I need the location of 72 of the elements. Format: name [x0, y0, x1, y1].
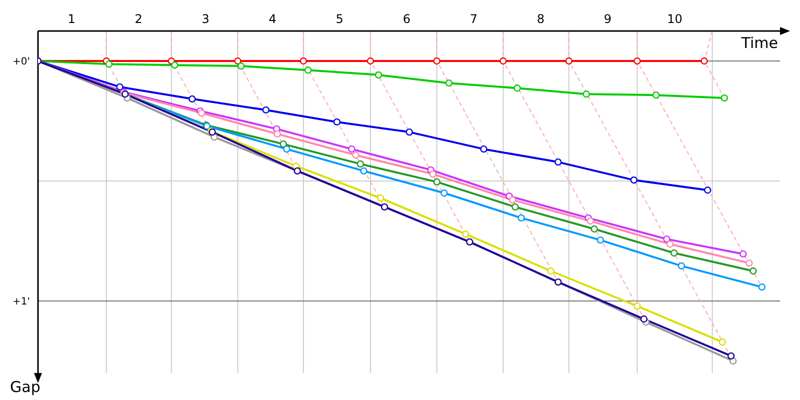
point	[663, 235, 670, 243]
point	[590, 225, 598, 233]
x-tick-label: 10	[667, 12, 682, 26]
point	[704, 186, 712, 194]
point	[740, 250, 747, 258]
point	[750, 267, 757, 275]
point	[333, 118, 341, 126]
point	[670, 249, 678, 257]
point	[280, 140, 287, 148]
point	[352, 151, 360, 159]
point	[237, 62, 245, 70]
point	[518, 214, 525, 222]
point	[348, 145, 356, 153]
point	[634, 57, 641, 65]
point	[406, 128, 413, 136]
point	[630, 176, 638, 184]
point	[727, 352, 735, 360]
point	[554, 158, 562, 166]
point	[678, 262, 686, 270]
point	[366, 57, 374, 65]
point	[514, 84, 521, 92]
point	[500, 57, 507, 65]
point	[652, 91, 660, 99]
x-tick-label: 6	[402, 12, 410, 26]
point	[462, 230, 470, 238]
x-tick-label: 7	[470, 12, 478, 26]
x-tick-label: 5	[336, 12, 344, 26]
point	[640, 315, 648, 323]
point	[547, 267, 554, 275]
point	[746, 259, 753, 267]
point	[300, 57, 308, 65]
point	[433, 178, 440, 186]
x-axis-title: Time	[740, 34, 778, 52]
y-tick-label: +0'	[12, 56, 30, 68]
point	[586, 217, 594, 225]
point	[356, 160, 364, 168]
point	[718, 338, 726, 346]
point	[105, 60, 113, 68]
y-axis-title: Gap	[10, 378, 40, 396]
point	[700, 57, 708, 65]
x-tick-label: 8	[536, 12, 545, 26]
point	[304, 66, 312, 74]
point	[440, 189, 448, 197]
x-tick-label: 3	[202, 12, 210, 26]
point	[720, 94, 728, 102]
point	[374, 71, 382, 79]
x-tick-label: 4	[268, 12, 276, 26]
point	[188, 95, 196, 103]
point	[234, 57, 242, 65]
point	[116, 83, 124, 91]
point	[433, 57, 440, 65]
point	[360, 167, 368, 175]
point	[512, 203, 519, 211]
point	[480, 145, 488, 153]
point	[565, 57, 572, 65]
point	[376, 194, 384, 202]
point	[171, 61, 178, 69]
point	[582, 90, 590, 98]
point	[283, 145, 290, 153]
point	[634, 302, 641, 310]
y-tick-label: +1'	[12, 296, 30, 308]
point	[666, 240, 674, 248]
point	[429, 170, 436, 178]
x-tick-label: 2	[134, 12, 142, 26]
point	[445, 79, 452, 87]
point	[274, 130, 281, 138]
point	[508, 196, 516, 204]
x-tick-label: 9	[604, 12, 612, 26]
point	[262, 106, 270, 114]
point	[758, 283, 766, 291]
x-tick-label: 1	[68, 12, 76, 26]
point	[596, 236, 604, 244]
